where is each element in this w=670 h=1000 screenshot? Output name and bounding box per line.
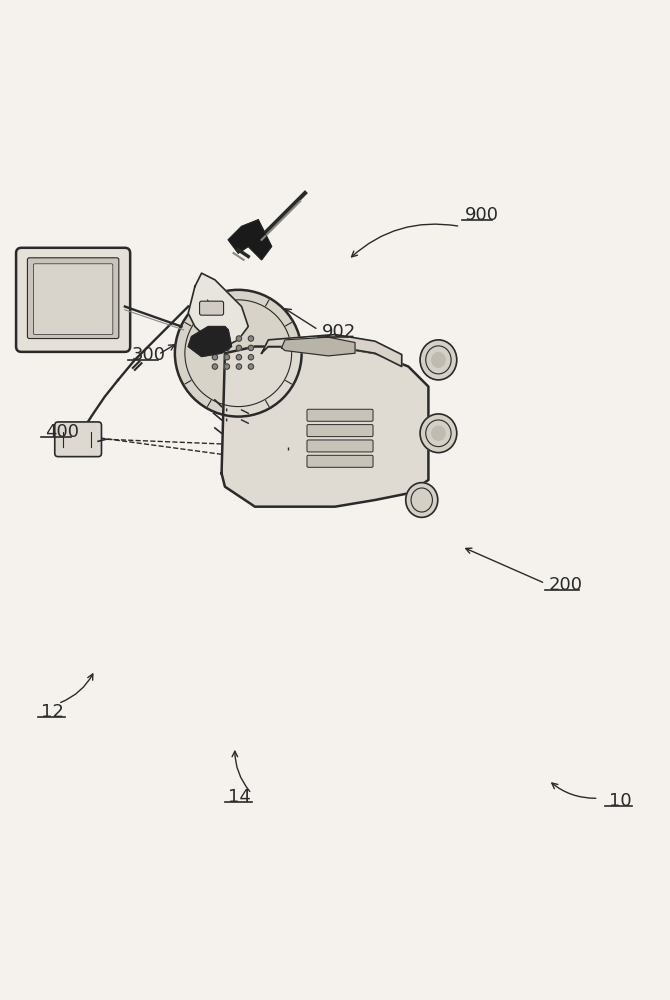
FancyBboxPatch shape	[34, 264, 113, 335]
Polygon shape	[222, 347, 428, 507]
Circle shape	[237, 355, 242, 360]
FancyBboxPatch shape	[307, 440, 373, 452]
Circle shape	[237, 336, 242, 341]
Ellipse shape	[406, 483, 438, 517]
FancyBboxPatch shape	[307, 409, 373, 421]
Ellipse shape	[420, 340, 457, 380]
Polygon shape	[188, 327, 232, 357]
Text: 14: 14	[228, 788, 251, 806]
Circle shape	[212, 345, 218, 351]
Circle shape	[224, 345, 230, 351]
Circle shape	[237, 345, 242, 351]
Polygon shape	[261, 335, 402, 367]
Circle shape	[224, 355, 230, 360]
Ellipse shape	[420, 414, 457, 453]
FancyBboxPatch shape	[55, 422, 101, 457]
Text: 10: 10	[608, 792, 631, 810]
Polygon shape	[188, 273, 249, 347]
FancyBboxPatch shape	[307, 425, 373, 437]
FancyBboxPatch shape	[27, 258, 119, 339]
Ellipse shape	[431, 426, 445, 440]
Text: 900: 900	[465, 206, 499, 224]
Circle shape	[249, 355, 254, 360]
Text: 902: 902	[322, 323, 356, 341]
Circle shape	[224, 364, 230, 369]
Ellipse shape	[431, 353, 445, 367]
Text: 300: 300	[131, 346, 165, 364]
Circle shape	[249, 364, 254, 369]
Circle shape	[212, 364, 218, 369]
Circle shape	[237, 364, 242, 369]
Text: 200: 200	[549, 576, 582, 594]
Circle shape	[249, 336, 254, 341]
Polygon shape	[228, 220, 271, 260]
Circle shape	[212, 336, 218, 341]
Circle shape	[212, 355, 218, 360]
FancyBboxPatch shape	[16, 248, 130, 352]
Text: 12: 12	[42, 703, 64, 721]
Text: 400: 400	[45, 423, 79, 441]
Circle shape	[249, 345, 254, 351]
FancyBboxPatch shape	[307, 455, 373, 467]
FancyBboxPatch shape	[200, 301, 224, 315]
Polygon shape	[281, 337, 355, 356]
Circle shape	[175, 290, 302, 417]
Circle shape	[224, 336, 230, 341]
